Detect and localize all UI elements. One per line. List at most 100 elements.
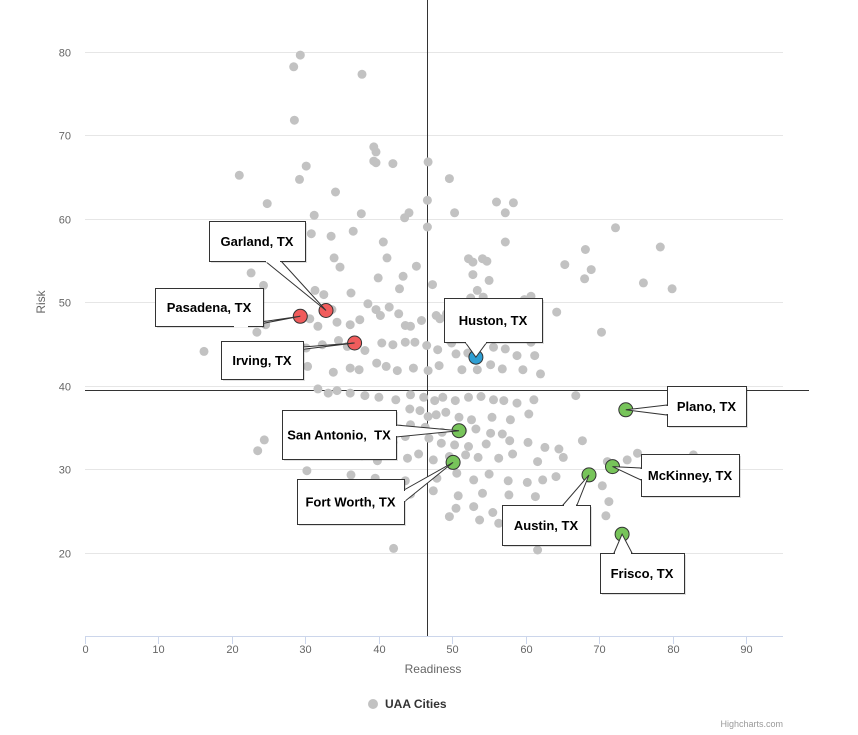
scatter-point[interactable] xyxy=(434,361,444,371)
scatter-point[interactable] xyxy=(371,158,381,168)
scatter-point[interactable] xyxy=(494,518,504,528)
scatter-point[interactable] xyxy=(505,436,515,446)
scatter-point[interactable] xyxy=(489,342,498,352)
scatter-point[interactable] xyxy=(500,208,510,218)
scatter-point[interactable] xyxy=(346,288,356,298)
scatter-point[interactable] xyxy=(199,346,209,356)
scatter-point[interactable] xyxy=(331,187,340,197)
scatter-point[interactable] xyxy=(597,481,607,491)
scatter-point[interactable] xyxy=(453,491,463,501)
scatter-point[interactable] xyxy=(476,392,486,401)
scatter-point[interactable] xyxy=(530,351,540,361)
scatter-point[interactable] xyxy=(489,395,498,405)
scatter-point[interactable] xyxy=(540,442,550,452)
scatter-point[interactable] xyxy=(378,237,388,247)
scatter-point[interactable] xyxy=(655,242,665,252)
scatter-point[interactable] xyxy=(464,392,473,402)
scatter-point[interactable] xyxy=(417,316,426,325)
scatter-point[interactable] xyxy=(335,262,345,272)
scatter-point[interactable] xyxy=(503,476,513,486)
scatter-point[interactable] xyxy=(405,404,415,414)
scatter-point[interactable] xyxy=(436,438,446,448)
scatter-point[interactable] xyxy=(454,412,464,422)
scatter-point[interactable] xyxy=(451,349,461,359)
scatter-point[interactable] xyxy=(431,410,441,420)
scatter-point[interactable] xyxy=(522,477,532,487)
scatter-point[interactable] xyxy=(259,435,269,445)
scatter-point[interactable] xyxy=(438,392,448,402)
scatter-point[interactable] xyxy=(452,468,462,478)
scatter-point[interactable] xyxy=(536,369,545,379)
scatter-point[interactable] xyxy=(313,321,323,331)
scatter-point[interactable] xyxy=(313,384,323,394)
scatter-point[interactable] xyxy=(533,457,543,467)
scatter-point[interactable] xyxy=(512,351,522,361)
scatter-point[interactable] xyxy=(357,69,367,79)
scatter-point[interactable] xyxy=(346,470,356,480)
scatter-point[interactable] xyxy=(633,448,642,458)
scatter-point[interactable] xyxy=(295,174,304,184)
scatter-point[interactable] xyxy=(422,341,432,350)
scatter-point[interactable] xyxy=(478,254,487,264)
scatter-point[interactable] xyxy=(309,210,319,220)
scatter-point[interactable] xyxy=(500,237,510,247)
scatter-point[interactable] xyxy=(371,147,381,157)
scatter-point[interactable] xyxy=(441,407,451,417)
scatter-point[interactable] xyxy=(394,309,404,319)
scatter-point[interactable] xyxy=(329,253,339,263)
scatter-point[interactable] xyxy=(450,208,460,218)
scatter-point[interactable] xyxy=(461,450,471,460)
scatter-point[interactable] xyxy=(375,311,385,320)
scatter-point[interactable] xyxy=(428,280,437,290)
scatter-point[interactable] xyxy=(554,444,564,454)
scatter-point[interactable] xyxy=(388,159,398,169)
credits-link[interactable]: Highcharts.com xyxy=(720,719,783,729)
scatter-point[interactable] xyxy=(622,455,632,465)
scatter-point[interactable] xyxy=(252,327,262,337)
scatter-point[interactable] xyxy=(345,320,355,330)
scatter-point[interactable] xyxy=(472,285,482,295)
scatter-point[interactable] xyxy=(497,429,507,439)
scatter-point[interactable] xyxy=(469,475,479,485)
scatter-point[interactable] xyxy=(374,392,384,402)
scatter-point[interactable] xyxy=(494,453,504,463)
scatter-point[interactable] xyxy=(512,398,522,408)
scatter-point[interactable] xyxy=(484,469,494,479)
scatter-point[interactable] xyxy=(332,317,342,327)
scatter-point[interactable] xyxy=(301,161,311,171)
scatter-point[interactable] xyxy=(571,391,581,401)
scatter-point[interactable] xyxy=(234,170,244,180)
scatter-point[interactable] xyxy=(360,346,370,355)
scatter-point[interactable] xyxy=(428,486,438,496)
scatter-point[interactable] xyxy=(253,446,263,456)
legend[interactable]: UAA Cities xyxy=(368,697,447,711)
scatter-point[interactable] xyxy=(499,396,509,406)
scatter-point[interactable] xyxy=(391,395,401,405)
scatter-point[interactable] xyxy=(345,388,355,398)
scatter-point[interactable] xyxy=(392,366,402,376)
scatter-point[interactable] xyxy=(422,195,432,205)
scatter-point[interactable] xyxy=(475,515,485,525)
scatter-point[interactable] xyxy=(382,253,392,263)
scatter-point[interactable] xyxy=(363,299,373,309)
scatter-point[interactable] xyxy=(586,265,596,275)
scatter-point[interactable] xyxy=(529,395,539,405)
scatter-point[interactable] xyxy=(457,365,467,375)
scatter-point[interactable] xyxy=(533,545,543,555)
scatter-point[interactable] xyxy=(580,274,590,284)
scatter-point[interactable] xyxy=(505,415,515,425)
scatter-point[interactable] xyxy=(319,290,329,300)
scatter-point[interactable] xyxy=(433,345,443,355)
scatter-point[interactable] xyxy=(481,439,491,449)
scatter-point[interactable] xyxy=(423,412,433,421)
scatter-point[interactable] xyxy=(355,315,365,325)
scatter-point[interactable] xyxy=(384,302,394,312)
scatter-point[interactable] xyxy=(406,321,415,331)
scatter-point[interactable] xyxy=(667,284,677,294)
scatter-point[interactable] xyxy=(360,391,370,401)
scatter-point[interactable] xyxy=(597,327,606,337)
scatter-point[interactable] xyxy=(444,512,454,522)
scatter-point[interactable] xyxy=(504,490,514,500)
scatter-point[interactable] xyxy=(348,226,358,236)
scatter-point[interactable] xyxy=(414,449,424,459)
